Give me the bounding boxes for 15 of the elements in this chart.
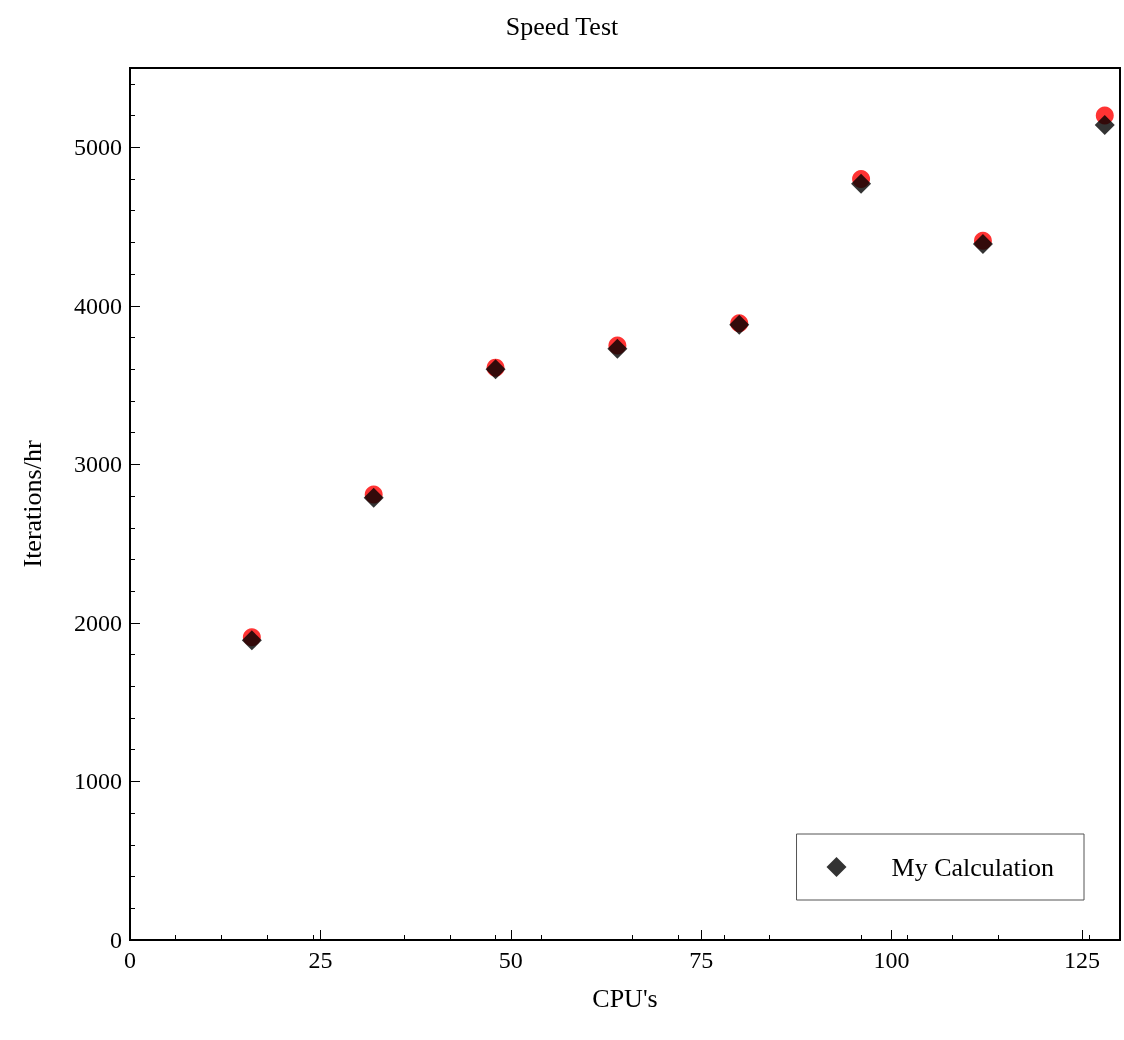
x-tick-label: 75	[689, 947, 714, 973]
y-tick-label: 2000	[74, 609, 122, 636]
y-tick-label: 0	[110, 927, 122, 953]
legend-label: My Calculation	[891, 852, 1055, 882]
x-axis-title: CPU's	[592, 983, 658, 1013]
x-tick-label: 50	[498, 947, 523, 973]
y-tick-label: 3000	[74, 451, 122, 478]
y-axis-title: Iterations/hr	[17, 440, 47, 568]
y-tick-label: 5000	[74, 134, 122, 161]
chart-title: Speed Test	[505, 11, 620, 41]
x-tick-label: 25	[308, 947, 333, 973]
y-tick-label: 1000	[74, 768, 122, 795]
x-tick-label: 125	[1063, 947, 1100, 973]
y-tick-label: 4000	[74, 292, 122, 319]
x-tick-label: 100	[873, 947, 910, 973]
